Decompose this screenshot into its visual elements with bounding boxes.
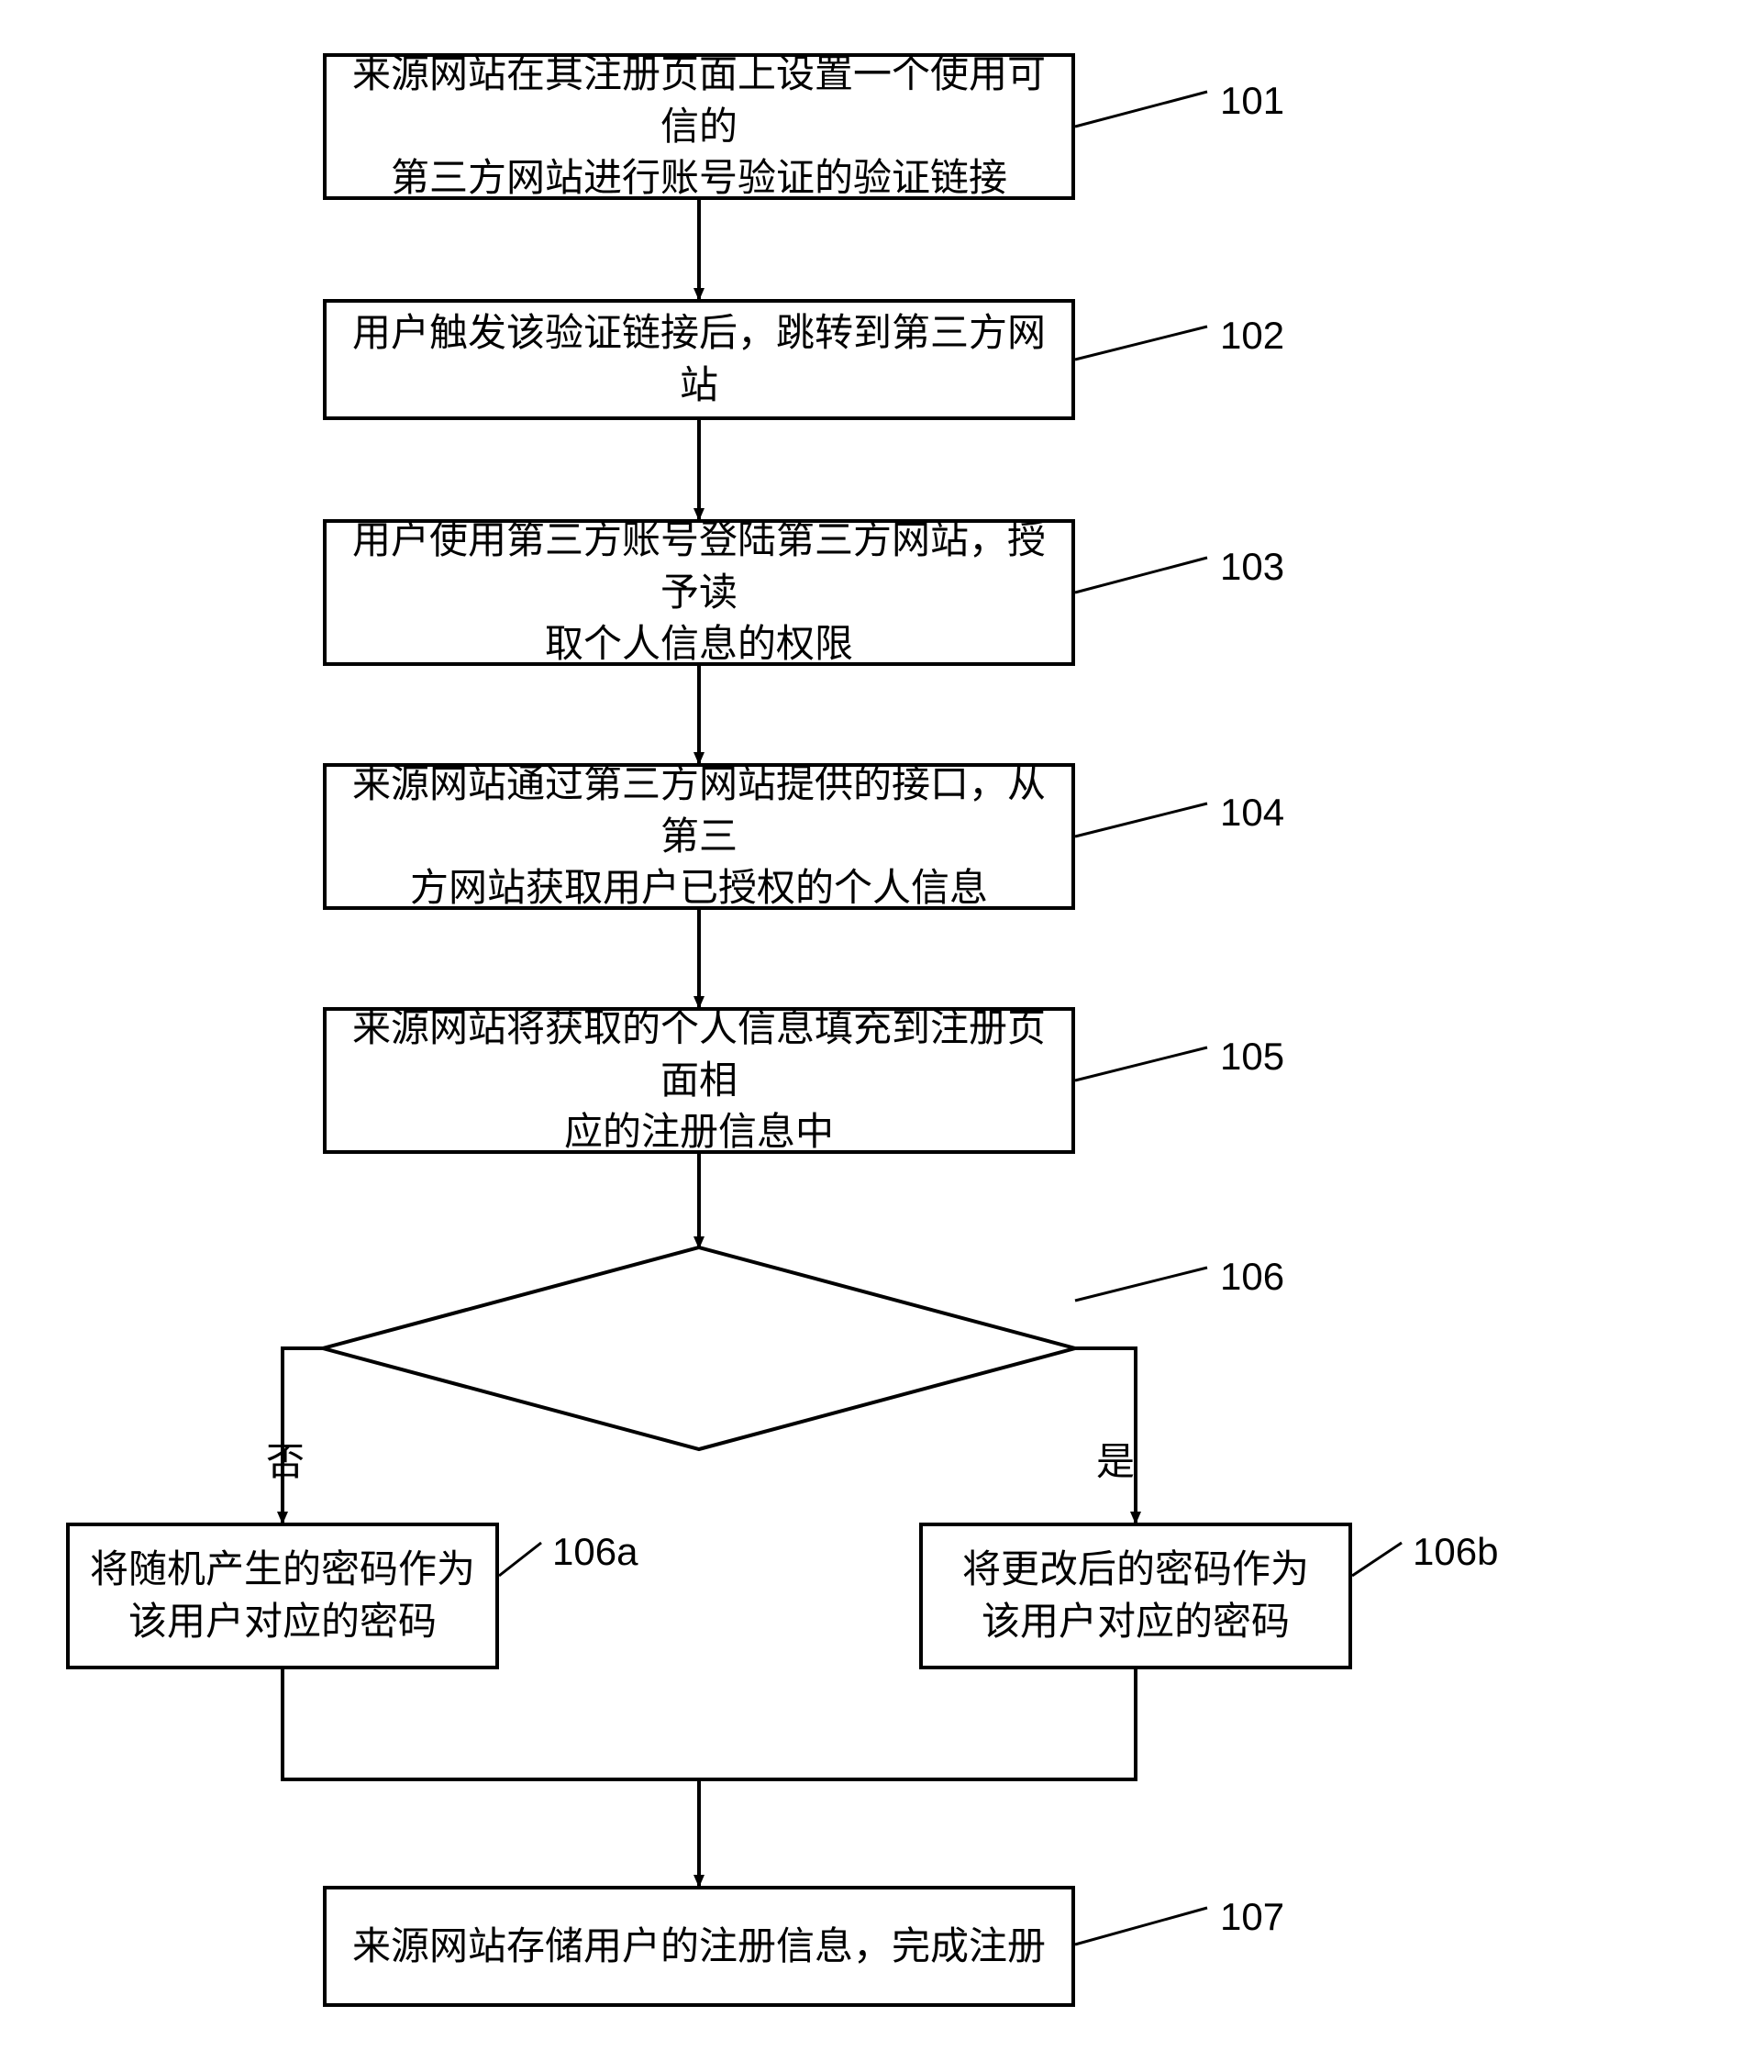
- branch-label-no: 否: [266, 1431, 305, 1487]
- flow-box-106b: 将更改后的密码作为该用户对应的密码: [919, 1523, 1352, 1669]
- ref-101: 101: [1220, 79, 1284, 123]
- ref-106b: 106b: [1413, 1530, 1498, 1574]
- ref-102: 102: [1220, 314, 1284, 358]
- ref-103: 103: [1220, 545, 1284, 589]
- ref-107: 107: [1220, 1895, 1284, 1939]
- ref-104: 104: [1220, 791, 1284, 835]
- flow-box-101: 来源网站在其注册页面上设置一个使用可信的第三方网站进行账号验证的验证链接: [323, 53, 1075, 200]
- decision-106: 来源网站随机产生一个密码，询问用户是否更改密: [323, 1247, 1075, 1449]
- flow-box-104: 来源网站通过第三方网站提供的接口，从第三方网站获取用户已授权的个人信息: [323, 763, 1075, 910]
- ref-106a: 106a: [552, 1530, 638, 1574]
- flow-box-102: 用户触发该验证链接后，跳转到第三方网站: [323, 299, 1075, 420]
- flow-box-text: 来源网站在其注册页面上设置一个使用可信的第三方网站进行账号验证的验证链接: [345, 49, 1053, 205]
- flow-box-105: 来源网站将获取的个人信息填充到注册页面相应的注册信息中: [323, 1007, 1075, 1154]
- flow-box-text: 来源网站通过第三方网站提供的接口，从第三方网站获取用户已授权的个人信息: [345, 759, 1053, 914]
- decision-text: 来源网站随机产生一个密码，询问用户是否更改密: [323, 1296, 1075, 1400]
- ref-105: 105: [1220, 1035, 1284, 1079]
- flow-box-text: 将更改后的密码作为该用户对应的密码: [962, 1544, 1309, 1647]
- flow-box-text: 来源网站存储用户的注册信息，完成注册: [352, 1921, 1046, 1973]
- flow-box-text: 将随机产生的密码作为该用户对应的密码: [90, 1544, 475, 1647]
- ref-106: 106: [1220, 1255, 1284, 1299]
- flow-box-text: 用户触发该验证链接后，跳转到第三方网站: [345, 307, 1053, 411]
- flow-box-106a: 将随机产生的密码作为该用户对应的密码: [66, 1523, 499, 1669]
- branch-label-yes: 是: [1096, 1431, 1135, 1487]
- flow-box-107: 来源网站存储用户的注册信息，完成注册: [323, 1886, 1075, 2007]
- flow-box-text: 来源网站将获取的个人信息填充到注册页面相应的注册信息中: [345, 1003, 1053, 1158]
- flow-box-103: 用户使用第三方账号登陆第三方网站，授予读取个人信息的权限: [323, 519, 1075, 666]
- flow-box-text: 用户使用第三方账号登陆第三方网站，授予读取个人信息的权限: [345, 515, 1053, 670]
